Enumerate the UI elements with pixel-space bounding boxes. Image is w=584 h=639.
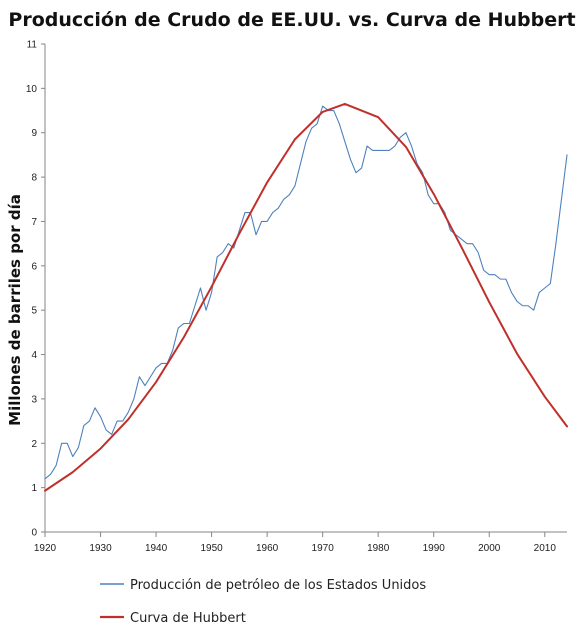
x-tick-label: 1990 xyxy=(423,543,446,554)
y-tick-label: 5 xyxy=(31,306,37,317)
x-tick-label: 2000 xyxy=(478,543,501,554)
y-tick-label: 10 xyxy=(26,84,38,95)
x-tick-label: 1980 xyxy=(367,543,390,554)
axes: 0 1 2 3 4 5 6 7 8 9 10 11 1920 1930 1940 1950 1960 1970 19… xyxy=(26,40,567,554)
series-line-hubbert xyxy=(44,102,568,492)
chart-title: Producción de Crudo de EE.UU. vs. Curva … xyxy=(8,9,575,31)
x-tick-label: 1970 xyxy=(312,543,335,554)
series-line-produccion xyxy=(44,105,568,480)
x-tick-label: 1960 xyxy=(256,543,279,554)
y-tick-label: 11 xyxy=(27,40,38,51)
series-layer xyxy=(44,102,568,492)
legend: Producción de petróleo de los Estados Un… xyxy=(100,578,426,626)
y-tick-label: 3 xyxy=(31,394,37,405)
y-tick-label: 0 xyxy=(31,528,37,539)
x-tick-label: 1930 xyxy=(89,543,112,554)
y-tick-label: 4 xyxy=(31,350,37,361)
y-tick-label: 2 xyxy=(31,439,37,450)
y-tick-label: 8 xyxy=(31,173,37,184)
x-tick-label: 2010 xyxy=(534,543,557,554)
legend-entry-label: Producción de petróleo de los Estados Un… xyxy=(130,578,426,593)
x-tick-label: 1940 xyxy=(145,543,168,554)
y-tick-label: 1 xyxy=(31,483,37,494)
y-tick-label: 6 xyxy=(31,261,37,272)
x-tick-label: 1950 xyxy=(200,543,223,554)
y-axis-label: Millones de barriles por día xyxy=(6,194,24,426)
y-tick-label: 9 xyxy=(31,128,37,139)
legend-entry-label: Curva de Hubbert xyxy=(130,611,246,626)
x-tick-label: 1920 xyxy=(34,543,57,554)
y-tick-label: 7 xyxy=(31,217,37,228)
